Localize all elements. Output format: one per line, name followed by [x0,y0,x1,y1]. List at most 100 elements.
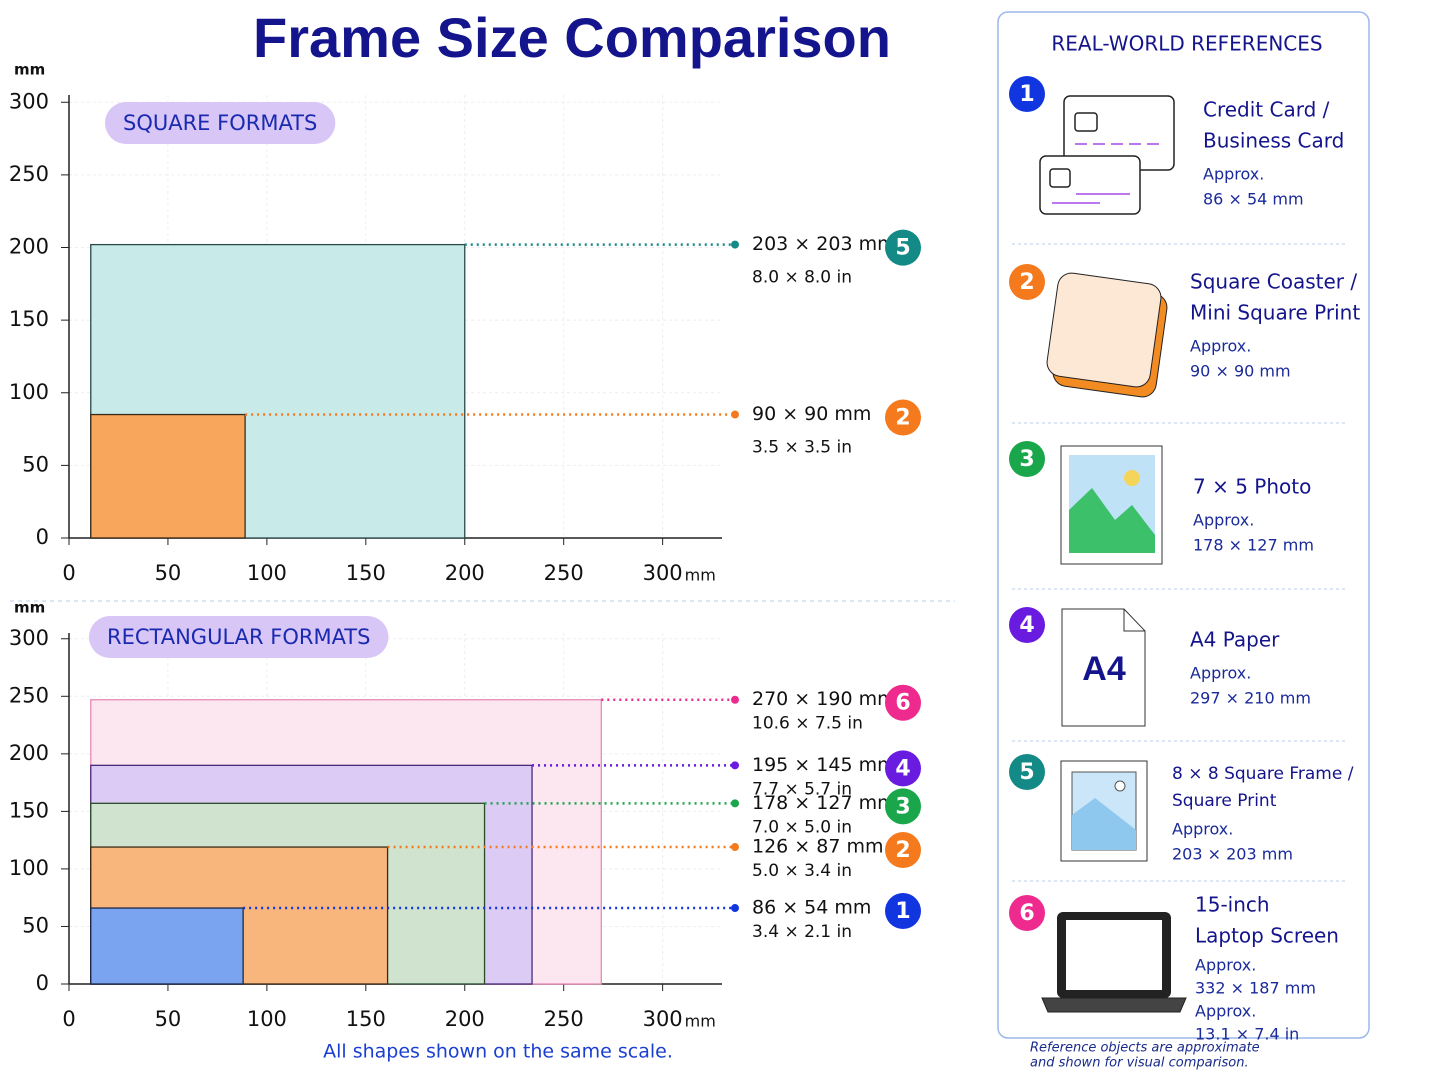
badge-number: 5 [895,236,910,261]
ref-badge [1009,754,1045,790]
ref-badge [1009,895,1045,931]
x-tick-label: 100 [247,561,287,585]
y-tick-label: 250 [9,162,49,186]
ref-approx: 297 × 210 mm [1190,689,1311,708]
leader-dot [731,799,739,808]
ref-approx: Approx. [1203,165,1264,184]
ref-approx: 86 × 54 mm [1203,190,1304,209]
scale-note: All shapes shown on the same scale. [323,1041,673,1063]
leader-dot [731,240,739,249]
icon-a4: A4 [1061,608,1146,727]
panel-items: 1 Credit Card / Business Card Approx. 86 × 5… [1009,76,1360,1044]
x-tick-label: 200 [445,1007,485,1031]
leader-dot [731,695,739,704]
y-tick-label: 0 [36,525,49,549]
ref-badge-number: 5 [1019,760,1034,785]
ref-approx: 203 × 203 mm [1172,845,1293,864]
y-tick-label: 300 [9,626,49,650]
ref-badge-number: 2 [1019,270,1034,295]
series-label: 203 × 203 mm [752,233,896,255]
x-tick-label: 100 [247,1007,287,1031]
y-tick-label: 150 [9,307,49,331]
ref-name: Laptop Screen [1195,924,1339,948]
series-sub: 8.0 × 8.0 in [752,268,852,288]
y-tick-label: 200 [9,235,49,259]
ref-name: 8 × 8 Square Frame / [1172,764,1354,784]
ref-name: A4 Paper [1190,628,1280,652]
icon-frame [1060,760,1148,862]
ref-approx: Approx. [1172,820,1233,839]
x-unit: mm [685,566,716,585]
series-label: 86 × 54 mm [752,897,871,919]
chart-title: SQUARE FORMATS [123,111,317,135]
badge [885,399,921,436]
reference-panel [997,11,1370,1039]
ref-approx: 13.1 × 7.4 in [1195,1025,1299,1044]
icon-photo [1060,445,1163,565]
x-tick-label: 0 [62,561,75,585]
y-tick-label: 250 [9,683,49,707]
x-tick-label: 200 [445,561,485,585]
badge-number: 3 [895,794,910,819]
x-tick-label: 50 [155,1007,182,1031]
series-sub: 10.6 × 7.5 in [752,714,863,734]
x-tick-label: 150 [346,1007,386,1031]
series-label: 195 × 145 mm [752,754,896,776]
badge [885,750,921,787]
ref-approx: Approx. [1190,664,1251,683]
ref-badge [1009,441,1045,477]
y-tick-label: 100 [9,856,49,880]
y-tick-label: 0 [36,971,49,995]
y-tick-label: 300 [9,89,49,113]
series-label: 90 × 90 mm [752,403,871,425]
ref-approx: Approx. [1195,1002,1256,1021]
ref-approx: Approx. [1190,337,1251,356]
badge [885,893,921,930]
ref-approx: 90 × 90 mm [1190,362,1291,381]
series-sub: 7.7 × 5.7 in [752,779,852,799]
series-label: 270 × 190 mm [752,688,896,710]
ref-name: 15-inch [1195,893,1270,917]
ref-name: 7 × 5 Photo [1193,475,1311,499]
ref-approx: 332 × 187 mm [1195,979,1316,998]
series-sub: 5.0 × 3.4 in [752,861,852,881]
x-tick-label: 300 [643,561,683,585]
leader-dot [731,843,739,852]
badge [885,229,921,266]
icon-coaster [1046,272,1168,398]
y-tick-label: 50 [22,913,49,937]
ref-badge-number: 4 [1019,613,1034,638]
ref-name: Credit Card / [1203,98,1330,122]
badge-number: 4 [895,756,910,781]
ref-badge-number: 3 [1019,447,1034,472]
y-tick-label: 50 [22,452,49,476]
series-sub: 7.0 × 5.0 in [752,817,852,837]
badge-number: 1 [895,899,910,924]
ref-approx: Approx. [1195,956,1256,975]
ref-badge-number: 1 [1019,82,1034,107]
badge-number: 2 [895,406,910,431]
y-tick-label: 150 [9,798,49,822]
series-sub: 3.4 × 2.1 in [752,922,852,942]
x-tick-label: 0 [62,1007,75,1031]
ref-badge-number: 6 [1019,901,1034,926]
x-tick-label: 50 [155,561,182,585]
series-label: 178 × 127 mm [752,792,896,814]
y-tick-label: 100 [9,380,49,404]
series-label: 126 × 87 mm [752,836,884,858]
y-unit: mm [14,599,45,617]
x-tick-label: 250 [544,1007,584,1031]
icon-label: A4 [1082,650,1126,688]
y-tick-label: 200 [9,741,49,765]
badge-number: 2 [895,838,910,863]
footnote: Reference objects are approximate [1030,1041,1260,1056]
frame-rect [90,907,244,985]
ref-badge [1009,264,1045,300]
leader-dot [731,410,739,419]
icon-cards [1039,95,1175,215]
ref-badge [1009,607,1045,643]
panel-title: REAL-WORLD REFERENCES [1051,32,1322,56]
x-tick-label: 250 [544,561,584,585]
ref-name: Business Card [1203,129,1344,153]
